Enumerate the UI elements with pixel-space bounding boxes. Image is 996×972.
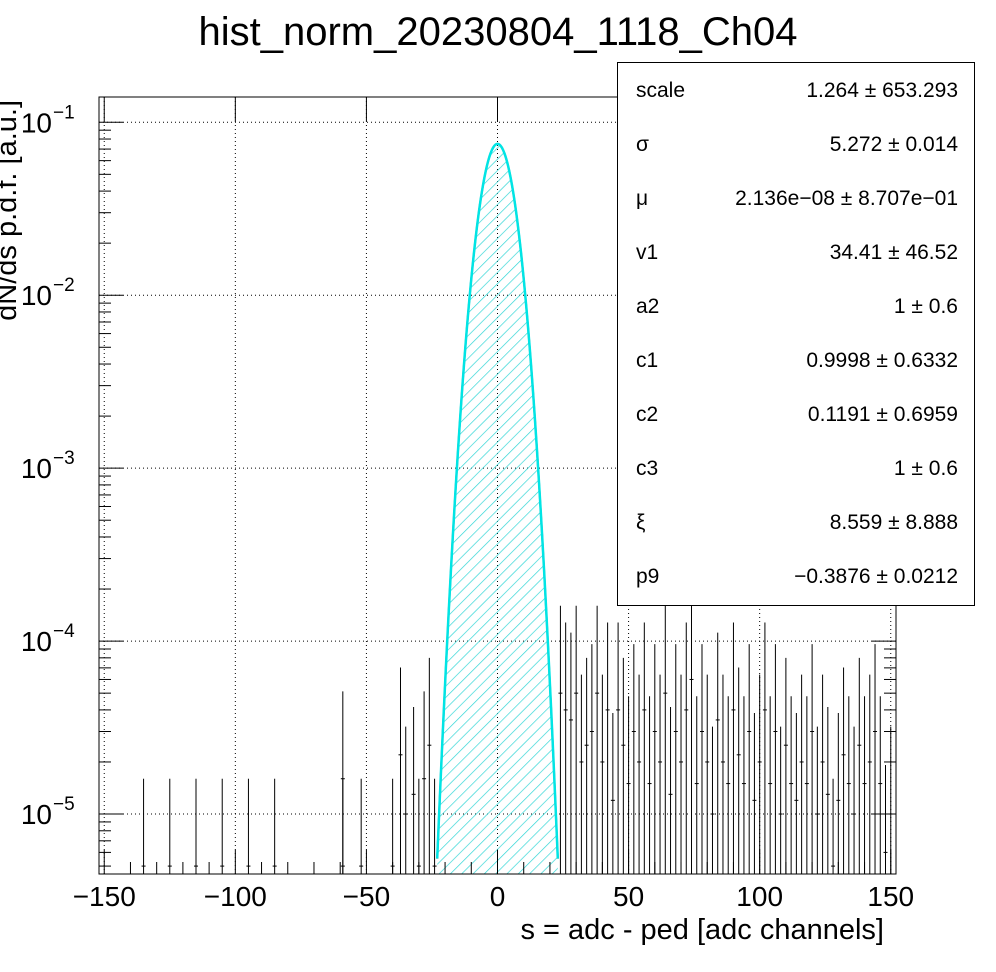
stat-row: σ 5.272 ± 0.014: [618, 117, 974, 171]
stat-value: 1 ± 0.6: [893, 457, 958, 480]
stat-row: p9 −0.3876 ± 0.0212: [618, 549, 974, 603]
y-tick-base: 10: [21, 280, 52, 311]
stat-value: 5.272 ± 0.014: [829, 133, 958, 156]
y-tick-label: 10: [21, 626, 52, 657]
stat-name: μ: [636, 187, 649, 210]
stat-name: v1: [636, 241, 659, 264]
stat-name: p9: [636, 565, 660, 588]
stat-value: 1 ± 0.6: [893, 295, 958, 318]
stat-value: 2.136e−08 ± 8.707e−01: [735, 187, 958, 210]
x-axis-label: s = adc - ped [adc channels]: [520, 914, 884, 946]
stat-name: c3: [636, 457, 659, 480]
stat-value: 1.264 ± 653.293: [806, 79, 958, 102]
stat-value: 8.559 ± 8.888: [829, 511, 958, 534]
y-tick-exponent: −4: [53, 621, 75, 642]
stat-name: ξ: [636, 511, 646, 534]
x-tick-label: 50: [613, 881, 644, 912]
x-tick-label: −100: [204, 881, 267, 912]
fit-stats-box: scale 1.264 ± 653.293 σ 5.272 ± 0.014 μ 2.136…: [617, 62, 975, 606]
y-tick-label: 10: [21, 453, 52, 484]
x-tick-label: −150: [73, 881, 136, 912]
stat-value: −0.3876 ± 0.0212: [794, 565, 958, 588]
y-tick-base: 10: [21, 799, 52, 830]
x-tick-label: 0: [490, 881, 506, 912]
stat-row: v1 34.41 ± 46.52: [618, 225, 974, 279]
stat-row: a2 1 ± 0.6: [618, 279, 974, 333]
stat-value: 34.41 ± 46.52: [829, 241, 958, 264]
y-tick-label: 10: [21, 799, 52, 830]
y-tick-exponent: −1: [53, 102, 75, 123]
y-tick-exponent: −2: [53, 275, 75, 296]
y-tick-base: 10: [21, 626, 52, 657]
x-tick-label: −50: [343, 881, 391, 912]
histogram-points: [141, 592, 893, 874]
stat-row: μ 2.136e−08 ± 8.707e−01: [618, 171, 974, 225]
y-tick-exponent: −5: [53, 794, 75, 815]
stat-row: c1 0.9998 ± 0.6332: [618, 333, 974, 387]
stat-name: c1: [636, 349, 659, 372]
x-tick-label: 150: [867, 881, 914, 912]
y-tick-label: 10: [21, 280, 52, 311]
x-tick-label: 100: [736, 881, 783, 912]
fit-curve-cyan: [435, 142, 560, 859]
y-tick-exponent: −3: [53, 448, 75, 469]
y-tick-base: 10: [21, 107, 52, 138]
stat-row: ξ 8.559 ± 8.888: [618, 495, 974, 549]
stat-name: scale: [636, 79, 686, 102]
stat-name: a2: [636, 295, 660, 318]
stat-name: σ: [636, 133, 649, 156]
stat-value: 0.1191 ± 0.6959: [807, 403, 958, 426]
stat-name: c2: [636, 403, 659, 426]
y-tick-label: 10: [21, 107, 52, 138]
y-axis-label: dN/ds p.d.f. [a.u.]: [0, 100, 23, 321]
x-axis-ticks: −150 −100 −50 0 50 100 150: [73, 97, 914, 912]
stat-row: c2 0.1191 ± 0.6959: [618, 387, 974, 441]
stat-row: scale 1.264 ± 653.293: [618, 63, 974, 117]
stat-row: c3 1 ± 0.6: [618, 441, 974, 495]
y-tick-base: 10: [21, 453, 52, 484]
chart-title: hist_norm_20230804_1118_Ch04: [198, 10, 798, 54]
stat-value: 0.9998 ± 0.6332: [806, 349, 958, 372]
